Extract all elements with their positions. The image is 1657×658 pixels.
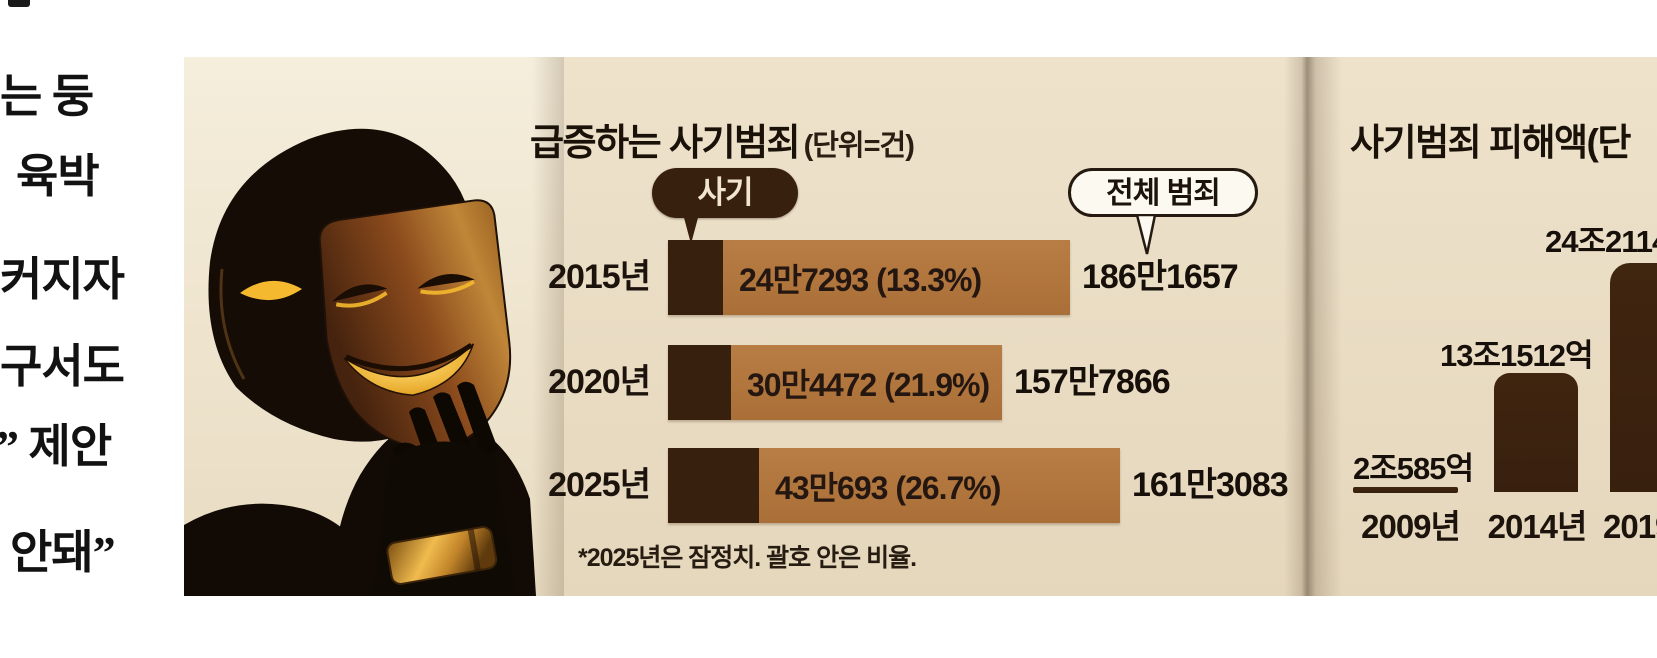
fraud-value: 24만7293 (13.3%): [739, 261, 982, 298]
left-chart-unit: (단위=건): [803, 130, 915, 162]
total-crime-legend-tag: 전체 범죄: [1068, 168, 1258, 217]
value-label-2019: 24조2114억: [1545, 224, 1657, 259]
total-value: 161만3083: [1132, 466, 1289, 504]
fraud-segment: [668, 448, 759, 523]
left-chart-title-text: 급증하는 사기범죄: [530, 122, 801, 163]
x-label-2009: 2009년: [1361, 508, 1461, 545]
total-value: 157만7866: [1014, 363, 1171, 401]
article-line: 안돼”: [10, 527, 116, 578]
total-segment: 24만7293 (13.3%): [723, 240, 1070, 315]
article-line: 는 둥: [0, 71, 94, 122]
article-line: ” 제안: [0, 421, 112, 472]
fraud-value: 30만4472 (21.9%): [747, 366, 990, 403]
year-label: 2020년: [548, 363, 651, 401]
bar-2015: 24만7293 (13.3%): [668, 240, 1070, 315]
total-value: 186만1657: [1082, 258, 1239, 296]
crop-artifact: [8, 0, 30, 7]
fraud-legend-tag: 사기: [652, 168, 798, 218]
left-chart-footnote: *2025년은 잠정치. 괄호 안은 비율.: [578, 544, 917, 572]
total-segment: 30만4472 (21.9%): [731, 345, 1002, 420]
bar-2025: 43만693 (26.7%): [668, 448, 1120, 523]
right-chart-title-text: 사기범죄 피해액(단: [1350, 122, 1631, 163]
left-chart-title: 급증하는 사기범죄 (단위=건): [530, 112, 915, 166]
bar-2020: 30만4472 (21.9%): [668, 345, 1002, 420]
bar-2009-damage: [1353, 487, 1458, 493]
bar-2014-damage: [1494, 373, 1578, 492]
article-line: 구서도: [0, 341, 125, 392]
article-line: 커지자: [0, 254, 125, 305]
fraud-value: 43만693 (26.7%): [775, 469, 1001, 506]
fraud-segment: [668, 345, 731, 420]
bar-2019-damage: [1610, 263, 1657, 492]
year-label: 2015년: [548, 258, 651, 296]
masked-figure-illustration: [184, 57, 564, 596]
year-label: 2025년: [548, 466, 651, 504]
total-segment: 43만693 (26.7%): [759, 448, 1120, 523]
x-label-2014: 2014년: [1487, 508, 1588, 545]
page-fold-shadow: [1284, 57, 1342, 596]
x-label-2019: 2019년: [1603, 508, 1657, 545]
value-label-2014: 13조1512억: [1440, 338, 1593, 373]
fraud-legend-pointer: [683, 214, 699, 244]
article-line: 육박: [16, 151, 100, 202]
fraud-segment: [668, 240, 723, 315]
total-crime-legend-pointer: [1135, 214, 1157, 255]
right-chart-title: 사기범죄 피해액(단: [1350, 112, 1631, 166]
value-label-2009: 2조585억: [1353, 451, 1474, 486]
